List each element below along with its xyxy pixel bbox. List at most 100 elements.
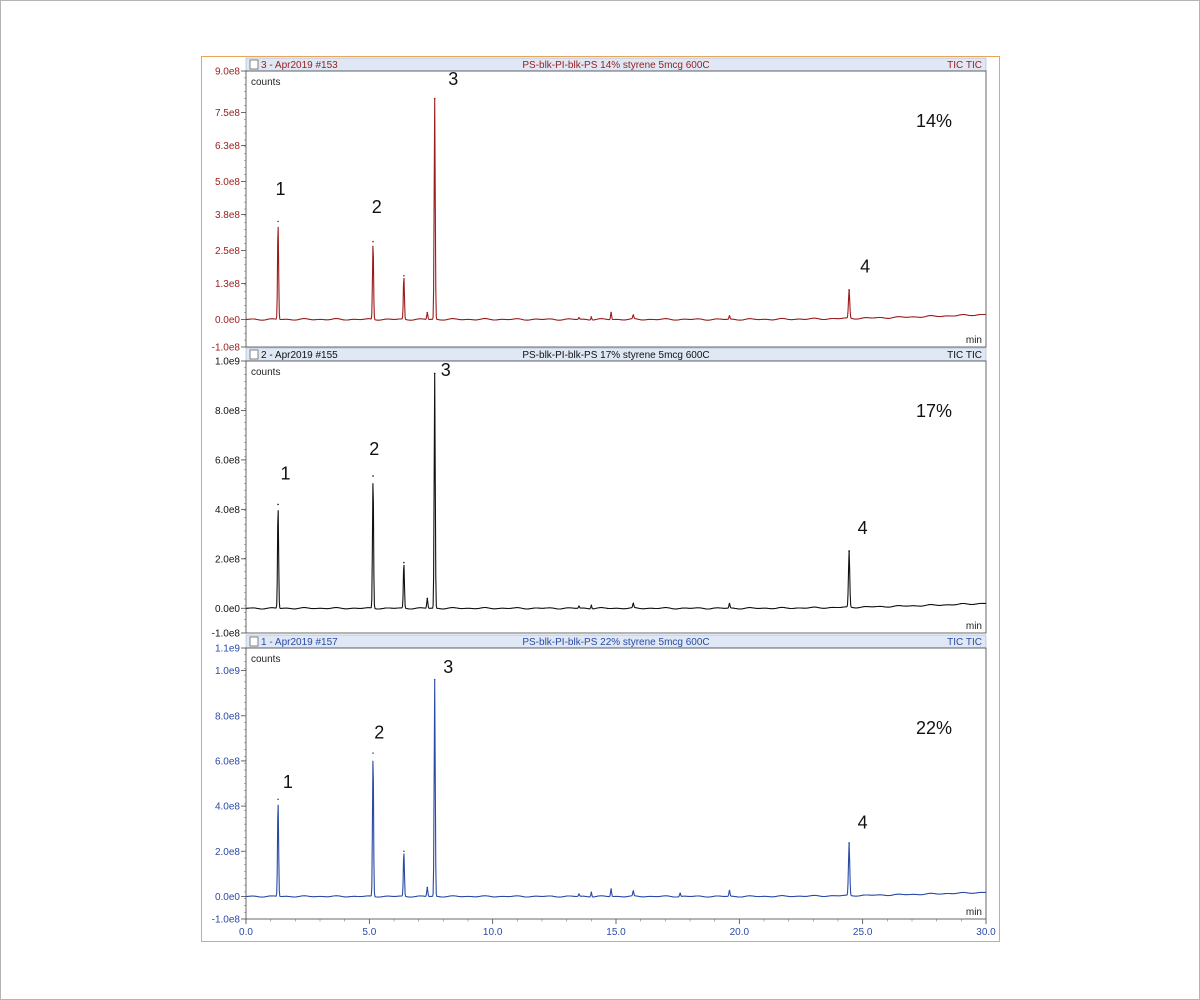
panel-sample-label: 1 - Apr2019 #157 [261,637,338,648]
x-axis-unit: min [966,907,982,918]
peak-label: 2 [372,197,382,217]
styrene-percent-annotation: 22% [916,718,952,738]
peak-apex [372,752,374,754]
x-tick-label: 5.0 [362,927,376,938]
peak-apex [590,604,593,607]
y-tick-label: 1.0e9 [215,666,240,677]
plot-frame [245,70,987,348]
peak-label: 1 [280,464,290,484]
peak-label: 3 [448,69,458,89]
panel-description: PS-blk-PI-blk-PS 17% styrene 5mcg 600C [522,350,709,361]
x-tick-label: 30.0 [976,927,996,938]
y-tick-label: 1.1e9 [215,644,240,655]
panel-sample-label: 2 - Apr2019 #155 [261,350,338,361]
peak-apex [578,893,580,895]
chromatogram-trace [246,98,986,321]
peak-apex [426,886,429,889]
x-tick-label: 20.0 [730,927,750,938]
peak-apex [632,314,635,317]
chromatogram-svg: 3 - Apr2019 #153 PS-blk-PI-blk-PS 14% sty… [212,57,996,938]
chromatogram-window: 3 - Apr2019 #153 PS-blk-PI-blk-PS 14% sty… [201,56,1000,942]
peak-label: 2 [369,439,379,459]
panel-signal-label: TIC TIC [947,350,982,361]
peak-apex [590,316,593,318]
y-tick-label: 2.0e8 [215,554,240,565]
document-icon [249,59,259,70]
peak-label: 1 [276,179,286,199]
y-tick-label: 1.0e9 [215,357,240,368]
y-tick-label: 8.0e8 [215,406,240,417]
peak-apex [277,798,279,801]
y-tick-label: 6.3e8 [215,141,240,152]
peak-apex [578,316,580,319]
peak-apex [848,289,850,292]
peak-apex [403,274,405,277]
y-tick-label: 0.0e0 [215,604,240,615]
plot-frame [245,647,987,920]
panel-description: PS-blk-PI-blk-PS 14% styrene 5mcg 600C [522,60,709,71]
peak-apex [433,678,436,681]
peak-apex [426,597,429,600]
peak-label: 4 [858,518,868,538]
y-tick-label: 7.5e8 [215,108,240,119]
peak-apex [590,891,593,894]
peak-apex [372,475,374,477]
document-icon [249,636,259,647]
peak-apex [848,550,850,553]
y-tick-label: 6.0e8 [215,455,240,466]
peak-apex [426,311,429,314]
document-icon [249,349,259,360]
y-tick-label: 1.3e8 [215,279,240,290]
y-tick-label: 2.5e8 [215,246,240,257]
panel-description: PS-blk-PI-blk-PS 22% styrene 5mcg 600C [522,637,709,648]
y-tick-label: -1.0e8 [212,343,241,354]
styrene-percent-annotation: 14% [916,111,952,131]
y-tick-label: -1.0e8 [212,915,241,926]
peak-apex [578,605,580,608]
peak-label: 4 [860,256,870,276]
peak-apex [403,561,405,564]
peak-apex [610,888,612,890]
y-tick-label: 6.0e8 [215,756,240,767]
y-tick-label: 2.0e8 [215,847,240,858]
peak-apex [632,890,635,893]
x-tick-label: 15.0 [606,927,626,938]
peak-apex [403,850,405,853]
x-axis-unit: min [966,335,982,346]
peak-apex [848,842,850,845]
chromatogram-trace [246,373,986,610]
y-tick-label: -1.0e8 [212,629,241,640]
peak-apex [632,603,635,605]
y-axis-label: counts [251,367,280,378]
y-tick-label: 9.0e8 [215,67,240,78]
y-axis-label: counts [251,654,280,665]
peak-apex [277,220,279,223]
peak-apex [679,892,681,895]
y-tick-label: 3.8e8 [215,210,240,221]
peak-apex [728,315,731,317]
y-axis-label: counts [251,77,280,88]
peak-label: 3 [441,360,451,380]
peak-label: 3 [443,657,453,677]
peak-label: 1 [283,772,293,792]
peak-apex [728,889,731,892]
panel-sample-label: 3 - Apr2019 #153 [261,60,338,71]
peak-apex [433,97,436,100]
plot-frame [245,360,987,634]
chromatogram-trace [246,679,986,898]
panel-signal-label: TIC TIC [947,60,982,71]
peak-label: 2 [374,722,384,742]
panel-signal-label: TIC TIC [947,637,982,648]
y-tick-label: 4.0e8 [215,802,240,813]
x-axis-unit: min [966,621,982,632]
peak-apex [433,372,436,375]
y-tick-label: 4.0e8 [215,505,240,516]
styrene-percent-annotation: 17% [916,401,952,421]
y-tick-label: 0.0e0 [215,315,240,326]
y-tick-label: 5.0e8 [215,177,240,188]
y-tick-label: 8.0e8 [215,711,240,722]
y-tick-label: 0.0e0 [215,892,240,903]
peak-apex [610,311,612,314]
peak-label: 4 [858,813,868,833]
peak-apex [728,603,731,605]
